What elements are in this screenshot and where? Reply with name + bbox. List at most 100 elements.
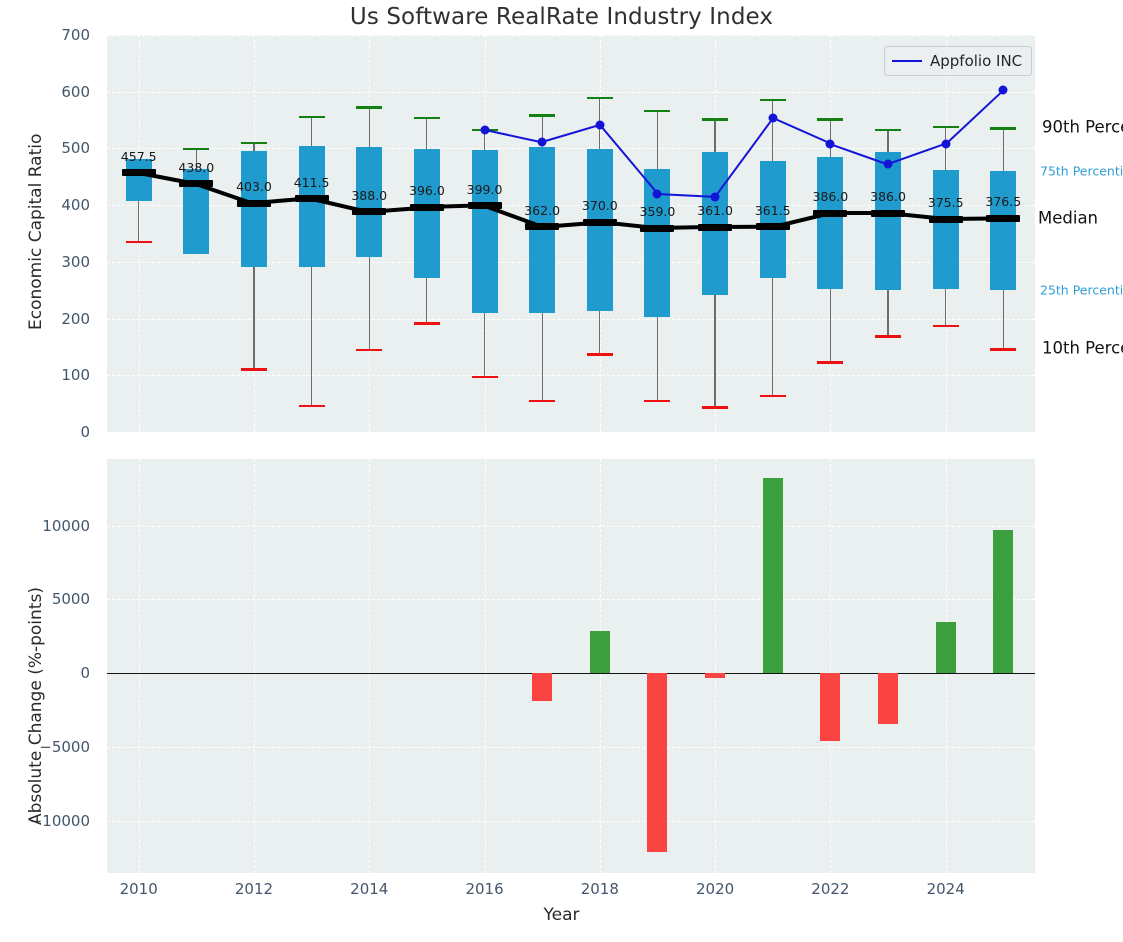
appfolio-data-point [537,137,547,147]
median-value-label: 457.5 [120,148,157,164]
whisker-cap-high [702,118,729,121]
box-iqr [298,145,325,267]
whisker-cap-low [240,367,267,371]
median-marker [698,223,733,231]
x-tick-label: 2016 [465,880,504,898]
y-tick-label: 100 [61,366,90,385]
median-value-label: 361.5 [754,202,791,218]
change-bar [762,478,783,674]
appfolio-data-point [652,189,662,199]
median-value-label: 396.0 [408,183,445,199]
gridline-vertical [715,459,717,873]
median-value-label: 362.0 [524,202,561,218]
gridline-horizontal [107,91,1035,93]
median-marker [871,209,906,217]
annotation-p90: 90th Percentile [1042,117,1123,137]
change-bar [705,673,726,678]
change-bar [589,630,610,674]
y-tick-label: 700 [61,26,90,44]
annotation-p75: 75th Percentile [1040,163,1123,179]
whisker-cap-high [413,116,440,120]
annotation-p25: 25th Percentile [1040,282,1123,298]
whisker-cap-low [529,399,556,403]
whisker-cap-high [586,96,613,100]
gridline-horizontal [107,261,1035,263]
median-value-label: 438.0 [178,159,215,175]
box-iqr [932,169,959,289]
whisker-cap-high [932,125,959,129]
x-tick-label: 2024 [926,880,965,898]
median-marker [640,224,675,232]
x-tick-label: 2018 [580,880,619,898]
appfolio-data-point [768,113,778,123]
median-value-label: 375.5 [927,195,964,211]
box-iqr [817,156,844,290]
median-value-label: 386.0 [812,189,849,205]
box-iqr [125,158,152,201]
change-bar-panel [107,459,1035,873]
whisker-cap-low [932,324,959,328]
median-value-label: 361.0 [697,203,733,219]
median-value-label: 359.0 [639,204,676,220]
whisker-cap-low [875,335,902,338]
gridline-horizontal [107,821,1035,823]
median-marker [121,169,156,177]
whisker-cap-high [990,127,1017,131]
median-marker [409,203,444,211]
appfolio-data-point [825,139,835,149]
median-marker [467,202,502,210]
gridline-vertical [484,459,486,873]
box-iqr [702,151,729,295]
gridline-horizontal [107,599,1035,601]
median-marker [582,218,617,226]
whisker-cap-low [298,404,325,408]
appfolio-data-point [998,85,1008,95]
whisker-cap-high [875,128,902,132]
whisker-cap-high [759,98,786,102]
median-marker [813,209,848,217]
box-iqr [413,148,440,279]
legend-label: Appfolio INC [930,52,1023,70]
appfolio-data-point [710,192,720,202]
legend-line-swatch [892,59,922,63]
appfolio-data-point [941,139,951,149]
zero-baseline [107,673,1035,675]
gridline-horizontal [107,205,1035,207]
gridline-horizontal [107,35,1035,36]
change-bar [993,529,1014,674]
box-iqr [240,150,267,267]
x-tick-label: 2014 [350,880,389,898]
y-tick-label: 400 [61,196,90,215]
appfolio-data-point [480,125,490,135]
whisker-cap-low [644,399,671,403]
median-value-label: 386.0 [870,189,906,205]
median-line-segment [830,211,888,216]
y-axis-label-bottom: Absolute Change (%-points) [26,587,46,825]
gridline-horizontal [107,525,1035,527]
box-iqr [471,149,498,314]
y-tick-label: 0 [80,423,90,441]
y-tick-label: 300 [61,252,90,271]
y-tick-label: 0 [80,664,90,683]
y-tick-label: −5000 [39,738,90,757]
change-bar [935,621,956,674]
gridline-horizontal [107,318,1035,320]
whisker-cap-high [817,118,844,121]
median-value-label: 370.0 [581,198,618,214]
x-axis-label: Year [543,905,580,925]
median-marker [236,199,271,207]
x-tick-label: 2020 [696,880,735,898]
y-tick-label: −10000 [29,812,90,831]
gridline-vertical [253,459,255,873]
legend: Appfolio INC [884,46,1033,76]
whisker-cap-low [356,348,383,352]
x-tick-label: 2010 [119,880,158,898]
gridline-horizontal [107,432,1035,433]
whisker-cap-low [413,321,440,325]
y-tick-label: 500 [61,139,90,158]
whisker-cap-high [529,114,556,117]
whisker [138,165,140,241]
median-marker [755,223,790,231]
y-tick-label: 600 [61,82,90,101]
